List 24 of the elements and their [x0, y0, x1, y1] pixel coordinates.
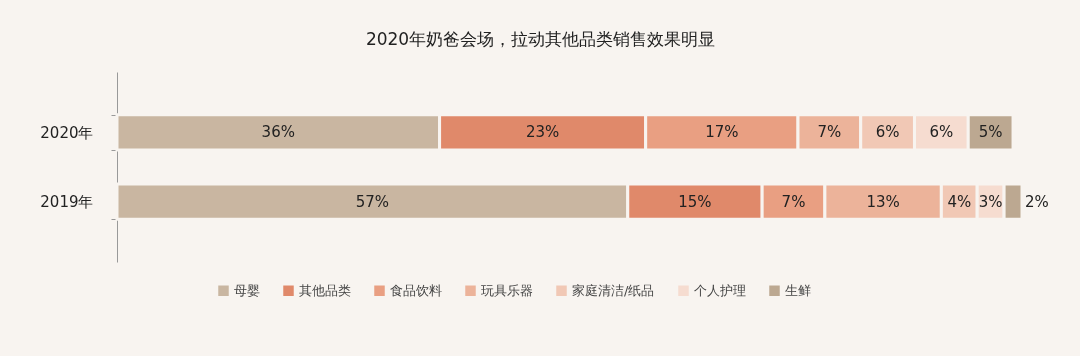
chart-title: 2020年奶爸会场，拉动其他品类销售效果明显	[365, 29, 716, 49]
data-label: 36%	[261, 123, 295, 142]
data-label: 2%	[1025, 192, 1049, 211]
legend-label: 生鲜	[785, 282, 811, 298]
data-label: 23%	[525, 123, 560, 142]
data-label: 15%	[678, 192, 712, 211]
data-label: 7%	[781, 192, 806, 211]
data-label: 4%	[947, 192, 972, 211]
data-label: 13%	[866, 192, 900, 211]
legend-label: 玩具乐器	[481, 282, 533, 298]
legend-label: 其他品类	[299, 282, 351, 298]
legend-label: 个人护理	[694, 282, 746, 298]
data-label: 3%	[978, 192, 1003, 211]
legend-label: 家庭清洁/纸品	[572, 282, 655, 298]
legend-label: 母婴	[234, 282, 260, 298]
y-tick-label: 2020年	[40, 123, 94, 142]
data-label: 5%	[978, 123, 1003, 142]
data-label: 6%	[929, 123, 954, 142]
data-label: 57%	[355, 192, 390, 211]
y-tick-label: 2019年	[40, 193, 94, 212]
data-label: 17%	[705, 123, 739, 142]
data-label: 6%	[875, 123, 900, 142]
legend-label: 食品饮料	[390, 282, 442, 298]
data-label: 7%	[817, 123, 842, 142]
